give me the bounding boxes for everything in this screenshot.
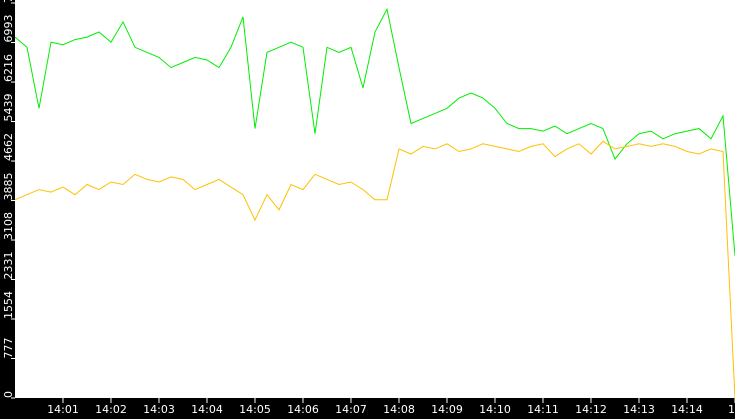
y-tick-label: 4662: [2, 133, 15, 161]
x-tick-label: 14:12: [575, 403, 607, 415]
x-tick-label: 14:03: [143, 403, 175, 415]
x-axis-strip: [0, 398, 735, 415]
y-tick-label: 3885: [2, 173, 15, 201]
x-tick-label: 14:04: [191, 403, 223, 415]
y-tick-label: 0: [2, 391, 15, 398]
y-tick-label: 5439: [2, 94, 15, 122]
y-tick-label: 1554: [2, 291, 15, 319]
series-line-1: [14, 7, 735, 256]
x-tick-label: 14: [728, 403, 735, 415]
x-tick-label: 14:13: [623, 403, 655, 415]
y-tick-label: 6216: [2, 54, 15, 82]
x-tick-label: 14:05: [239, 403, 271, 415]
x-tick-label: 14:09: [431, 403, 463, 415]
x-tick-label: 14:01: [47, 403, 79, 415]
plot-area: [15, 0, 735, 398]
series-line-2: [14, 140, 735, 399]
x-tick-label: 14:14: [671, 403, 703, 415]
x-tick-label: 14:08: [383, 403, 415, 415]
x-tick-label: 14:02: [95, 403, 127, 415]
x-tick-label: 14:10: [479, 403, 511, 415]
x-tick-label: 14:06: [287, 403, 319, 415]
y-tick-label: 6993: [2, 15, 15, 43]
x-tick-label: 14:11: [527, 403, 559, 415]
y-tick-label: 777: [2, 338, 15, 359]
y-tick-label: 3108: [2, 212, 15, 240]
x-tick-label: 14:07: [335, 403, 367, 415]
y-tick-label: 2331: [2, 252, 15, 280]
y-axis-strip: [0, 0, 15, 415]
